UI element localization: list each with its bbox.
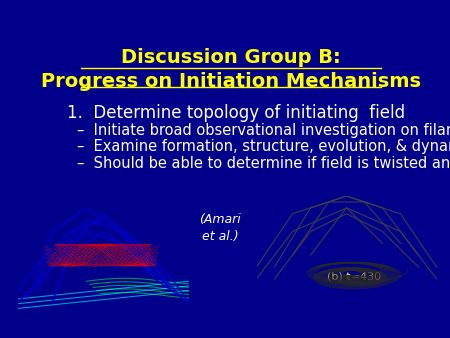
Text: –  Examine formation, structure, evolution, & dynamics: – Examine formation, structure, evolutio… (77, 140, 450, 154)
Text: (b) t=430: (b) t=430 (327, 271, 382, 281)
Text: 1.  Determine topology of initiating  field: 1. Determine topology of initiating fiel… (67, 104, 405, 122)
Text: (Amari
et al.): (Amari et al.) (199, 213, 241, 243)
Text: –  Should be able to determine if field is twisted and how much: – Should be able to determine if field i… (77, 156, 450, 171)
Text: –  Initiate broad observational investigation on filament  fields: – Initiate broad observational investiga… (77, 123, 450, 138)
Text: Discussion Group B:
Progress on Initiation Mechanisms: Discussion Group B: Progress on Initiati… (40, 48, 421, 91)
